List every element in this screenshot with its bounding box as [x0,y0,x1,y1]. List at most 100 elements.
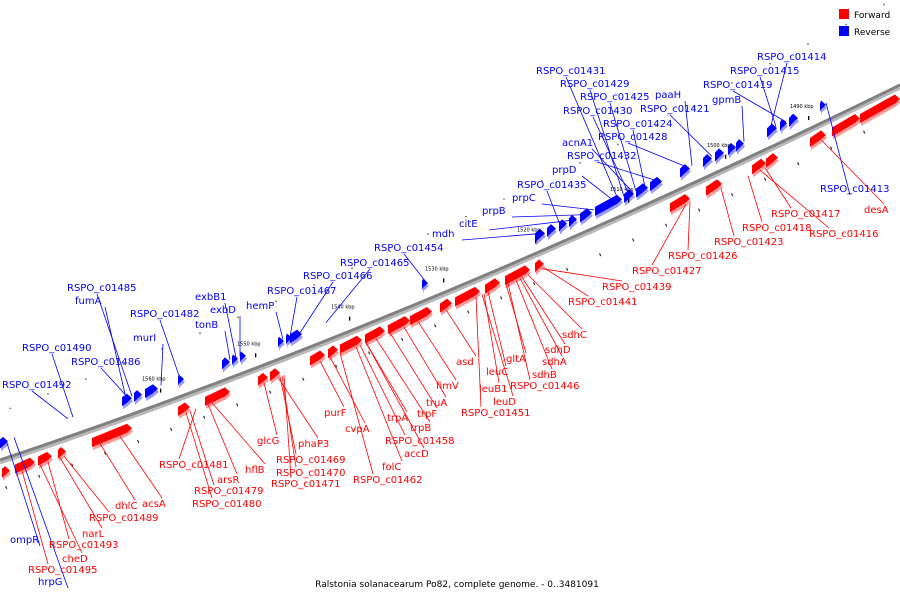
reverse-gene[interactable] [820,100,827,116]
gene-label-leub1[interactable]: leuB1 [479,384,508,395]
gene-label-hemp[interactable]: hemP [246,301,274,312]
gene-label-rspo_c01414[interactable]: RSPO_c01414 [757,52,827,63]
gene-label-rspo_c01458[interactable]: RSPO_c01458 [385,436,455,447]
gene-label-trpb[interactable]: trpB [410,423,431,434]
gene-label-sdhc[interactable]: sdhC [562,330,587,341]
gene-label-acna1[interactable]: acnA1 [562,138,593,149]
gene-label-fuma[interactable]: fumA [75,296,102,307]
gene-label-trpf[interactable]: trpF [417,409,437,420]
gene-label-rspo_c01492[interactable]: RSPO_c01492 [2,380,72,391]
gene-label-rspo_c01470[interactable]: RSPO_c01470 [276,468,346,479]
forward-gene[interactable] [706,179,723,199]
gene-label-cite[interactable]: citE [459,219,478,230]
reverse-gene[interactable] [559,219,568,235]
gene-label-rspo_c01439[interactable]: RSPO_c01439 [602,282,672,293]
gene-label-rspo_c01413[interactable]: RSPO_c01413 [820,184,890,195]
gene-label-rspo_c01466[interactable]: RSPO_c01466 [303,271,373,282]
forward-gene[interactable] [92,423,133,450]
gene-label-rspo_c01429[interactable]: RSPO_c01429 [560,79,630,90]
gene-label-sdhb[interactable]: sdhB [532,370,557,381]
forward-gene[interactable] [505,265,531,289]
forward-gene[interactable] [410,306,433,329]
forward-gene[interactable] [205,387,231,409]
gene-label-fimv[interactable]: fimV [436,381,459,392]
gene-label-rspo_c01493[interactable]: RSPO_c01493 [49,540,119,551]
gene-label-rspo_c01454[interactable]: RSPO_c01454 [374,243,444,254]
gene-label-rspo_c01489[interactable]: RSPO_c01489 [89,513,159,524]
reverse-gene[interactable] [232,354,239,369]
gene-label-rspo_c01481[interactable]: RSPO_c01481 [159,460,229,471]
gene-label-prpd[interactable]: prpD [552,165,577,176]
reverse-gene[interactable] [535,228,546,246]
forward-gene[interactable] [365,326,386,347]
forward-gene[interactable] [832,113,861,140]
gene-label-rspo_c01480[interactable]: RSPO_c01480 [192,499,262,510]
gene-label-leud[interactable]: leuD [493,397,516,408]
gene-label-desa[interactable]: desA [864,205,889,216]
forward-gene[interactable] [535,259,545,276]
gene-label-rspo_c01486[interactable]: RSPO_c01486 [71,357,141,368]
forward-gene[interactable] [440,298,453,316]
gene-label-rspo_c01416[interactable]: RSPO_c01416 [809,229,879,240]
forward-gene[interactable] [766,153,779,171]
gene-label-rspo_c01432[interactable]: RSPO_c01432 [567,151,637,162]
gene-label-rspo_c01418[interactable]: RSPO_c01418 [742,223,812,234]
gene-label-folc[interactable]: folC [382,462,401,473]
reverse-gene[interactable] [290,329,303,347]
gene-label-rspo_c01419[interactable]: RSPO_c01419 [703,80,773,91]
gene-label-tonb[interactable]: tonB [195,320,218,331]
gene-label-rspo_c01467[interactable]: RSPO_c01467 [267,286,337,297]
gene-label-acsa[interactable]: acsA [142,499,166,510]
forward-gene[interactable] [2,466,11,481]
gene-label-sdha[interactable]: sdhA [542,357,567,368]
forward-gene[interactable] [258,372,269,389]
gene-label-arsr[interactable]: arsR [217,475,239,486]
gene-label-rspo_c01451[interactable]: RSPO_c01451 [461,408,531,419]
gene-label-rspo_c01465[interactable]: RSPO_c01465 [340,258,410,269]
forward-gene[interactable] [38,451,53,469]
gene-label-rspo_c01462[interactable]: RSPO_c01462 [353,475,423,486]
gene-label-hrpg[interactable]: hrpG [38,577,63,588]
forward-gene[interactable] [388,316,411,338]
reverse-gene[interactable] [122,393,133,410]
reverse-gene[interactable] [240,351,247,366]
gene-label-phap3[interactable]: phaP3 [298,439,329,450]
gene-label-rspo_c01423[interactable]: RSPO_c01423 [714,237,784,248]
reverse-gene[interactable] [134,390,143,405]
gene-label-exbd[interactable]: exbD [210,305,236,316]
gene-label-rspo_c01490[interactable]: RSPO_c01490 [22,343,92,354]
gene-label-rspo_c01495[interactable]: RSPO_c01495 [28,565,98,576]
gene-label-trpa[interactable]: trpA [387,413,408,424]
gene-label-leuc[interactable]: leuC [486,367,508,378]
gene-label-rspo_c01428[interactable]: RSPO_c01428 [598,132,668,143]
reverse-gene[interactable] [728,142,737,159]
gene-label-rspo_c01430[interactable]: RSPO_c01430 [563,106,633,117]
gene-label-muri[interactable]: murI [133,333,156,344]
reverse-gene[interactable] [422,278,429,294]
reverse-gene[interactable] [767,123,778,141]
gene-label-rspo_c01485[interactable]: RSPO_c01485 [67,283,137,294]
reverse-gene[interactable] [636,183,649,201]
gene-label-rspo_c01471[interactable]: RSPO_c01471 [271,479,341,490]
reverse-gene[interactable] [595,194,623,219]
forward-gene[interactable] [310,350,326,369]
forward-gene[interactable] [340,335,363,357]
reverse-gene[interactable] [780,118,788,135]
reverse-gene[interactable] [547,224,557,241]
reverse-gene[interactable] [624,189,635,206]
gene-label-narl[interactable]: narL [82,529,105,540]
gene-label-rspo_c01446[interactable]: RSPO_c01446 [510,381,580,392]
forward-gene[interactable] [58,447,67,462]
reverse-gene[interactable] [703,153,713,171]
gene-label-hflb[interactable]: hflB [245,465,265,476]
gene-label-accd[interactable]: accD [404,449,429,460]
reverse-gene[interactable] [580,208,593,226]
gene-label-exbb1[interactable]: exbB1 [195,292,226,303]
gene-label-sdhd[interactable]: sdhD [545,345,571,356]
gene-label-rspo_c01417[interactable]: RSPO_c01417 [771,209,841,220]
forward-gene[interactable] [15,457,36,477]
forward-gene[interactable] [752,158,767,178]
gene-label-cvpa[interactable]: cvpA [345,424,370,435]
forward-gene[interactable] [178,402,191,419]
gene-label-rspo_c01424[interactable]: RSPO_c01424 [603,119,673,130]
